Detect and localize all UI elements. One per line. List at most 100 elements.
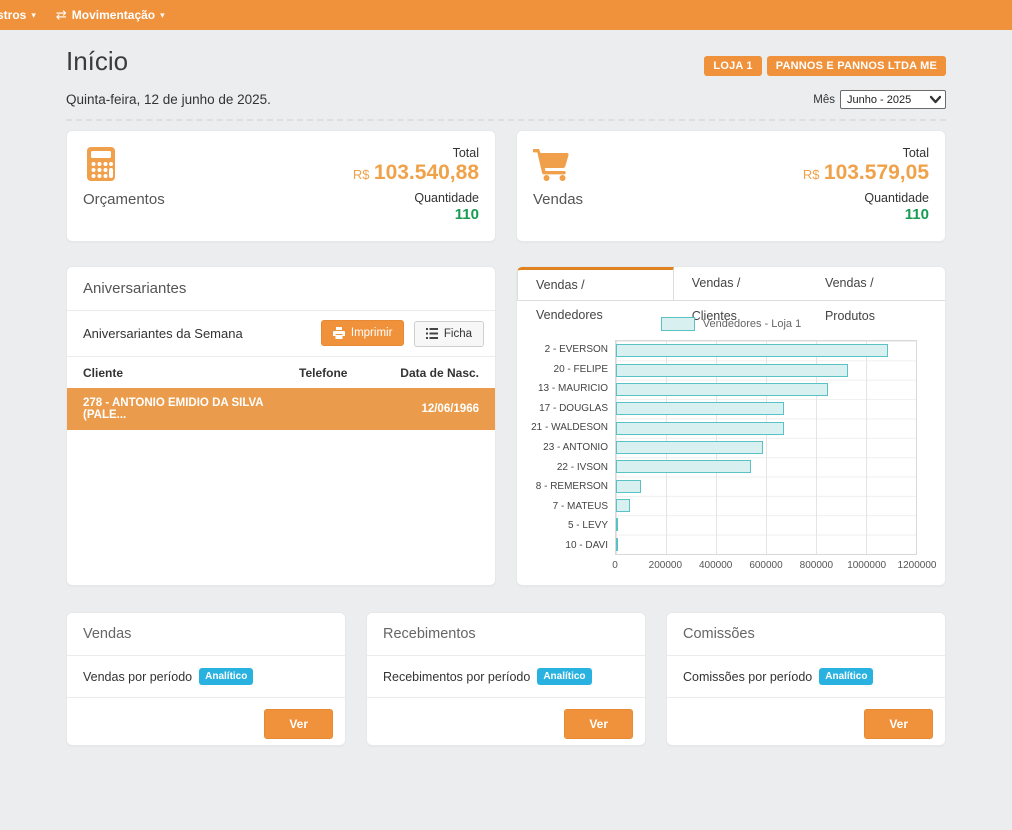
nav-item-movimentacao-label: Movimentação (72, 8, 155, 22)
page-content: Início LOJA 1 PANNOS E PANNOS LTDA ME Qu… (0, 30, 1012, 746)
nav-item-cadastros-label: stros (0, 8, 26, 22)
middle-row: Aniversariantes Aniversariantes da Seman… (66, 266, 946, 586)
chart-x-tick: 600000 (749, 560, 782, 571)
total-label: Total (803, 146, 929, 160)
birthday-cell-col-nasc: 12/06/1966 (387, 403, 479, 415)
tab-vendas-vendedores[interactable]: Vendas / Vendedores (517, 267, 674, 300)
ver-recebimentos-button[interactable]: Ver (564, 709, 633, 739)
month-select-shell: Junho - 2025 (840, 90, 946, 109)
current-date: Quinta-feira, 12 de junho de 2025. (66, 92, 271, 107)
comissoes-mini-body: Comissões por período Analítico (667, 656, 945, 698)
vendas-mini-body: Vendas por período Analítico (67, 656, 345, 698)
nav-item-cadastros[interactable]: stros ▾ (0, 0, 46, 30)
total-value-line: R$ 103.579,05 (803, 161, 929, 185)
chart-bar-row (616, 535, 916, 554)
chart-body: 2 - EVERSON20 - FELIPE13 - MAURICIO17 - … (527, 340, 917, 555)
birthdays-table-header: Cliente Telefone Data de Nasc. (67, 357, 495, 388)
aniversariantes-title: Aniversariantes (67, 267, 495, 311)
chart-axis-row: 020000040000060000080000010000001200000 (527, 560, 917, 574)
vendedores-bar-chart: 2 - EVERSON20 - FELIPE13 - MAURICIO17 - … (527, 340, 917, 574)
chart-bar (616, 364, 848, 377)
recebimentos-mini-body: Recebimentos por período Analítico (367, 656, 645, 698)
ficha-label: Ficha (444, 328, 472, 340)
quantity-label: Quantidade (803, 191, 929, 205)
birthday-row[interactable]: 278 - ANTONIO EMIDIO DA SILVA (PALE... 12… (67, 388, 495, 430)
chevron-down-icon: ▾ (160, 10, 165, 21)
aniversariantes-actions: Imprimir Ficha (321, 320, 484, 347)
month-select[interactable]: Junho - 2025 (840, 90, 946, 109)
vendas-periodo-label: Vendas por período (83, 670, 192, 684)
column-cliente: Cliente (83, 366, 299, 380)
vendas-mini-card: Vendas Vendas por período Analítico Ver (66, 612, 346, 746)
vendas-mini-footer: Ver (67, 698, 345, 746)
page-title: Início (66, 46, 128, 77)
month-label: Mês (813, 94, 835, 106)
printer-icon (333, 327, 345, 339)
ver-vendas-button[interactable]: Ver (264, 709, 333, 739)
chart-bar (616, 460, 751, 473)
summary-row: Orçamentos Total R$ 103.540,88 Quantidad… (66, 130, 946, 242)
chart-bar-row (616, 418, 916, 437)
sales-tabs-panel: Vendas / Vendedores Vendas / Clientes Ve… (516, 266, 946, 586)
birthday-cell-col-cliente: 278 - ANTONIO EMIDIO DA SILVA (PALE... (83, 397, 299, 421)
chart-category-label: 10 - DAVI (527, 535, 615, 555)
tab-vendas-produtos[interactable]: Vendas / Produtos (807, 267, 945, 300)
chart-category-label: 2 - EVERSON (527, 340, 615, 360)
swap-arrows-icon: ⇄ (56, 7, 67, 23)
chart-bar-row (616, 399, 916, 418)
column-telefone: Telefone (299, 366, 387, 380)
chart-bar (616, 538, 618, 551)
chart-axis-spacer (527, 560, 615, 574)
vendas-mini-title: Vendas (67, 613, 345, 656)
aniversariantes-panel: Aniversariantes Aniversariantes da Seman… (66, 266, 496, 586)
total-value-line: R$ 103.540,88 (353, 161, 479, 185)
chart-category-label: 7 - MATEUS (527, 496, 615, 516)
chart-category-label: 17 - DOUGLAS (527, 399, 615, 419)
orcamentos-title: Orçamentos (83, 191, 165, 208)
calculator-icon (83, 146, 119, 182)
comissoes-mini-title: Comissões (667, 613, 945, 656)
chart-bar (616, 402, 784, 415)
store-badge: LOJA 1 (704, 56, 761, 76)
chart-bar (616, 422, 784, 435)
legend-label: Vendedores - Loja 1 (703, 318, 801, 330)
tab-vendas-clientes[interactable]: Vendas / Clientes (674, 267, 807, 300)
month-filter: Mês Junho - 2025 (813, 90, 946, 109)
currency-symbol: R$ (803, 167, 820, 182)
chart-x-tick: 800000 (800, 560, 833, 571)
date-row: Quinta-feira, 12 de junho de 2025. Mês J… (66, 90, 946, 109)
recebimentos-periodo-label: Recebimentos por período (383, 670, 530, 684)
ficha-button[interactable]: Ficha (414, 321, 484, 347)
chart-x-tick: 0 (612, 560, 618, 571)
imprimir-button[interactable]: Imprimir (321, 320, 405, 346)
vendas-card: Vendas Total R$ 103.579,05 Quantidade 11… (516, 130, 946, 242)
chart-x-axis: 020000040000060000080000010000001200000 (615, 560, 917, 574)
analitico-badge: Analítico (537, 668, 591, 685)
chart-bar (616, 441, 763, 454)
ver-comissoes-button[interactable]: Ver (864, 709, 933, 739)
nav-item-movimentacao[interactable]: ⇄ Movimentação ▾ (46, 0, 175, 30)
chart-category-label: 23 - ANTONIO (527, 438, 615, 458)
chart-plot (615, 340, 917, 555)
total-label: Total (353, 146, 479, 160)
comissoes-mini-footer: Ver (667, 698, 945, 746)
chart-bar (616, 499, 630, 512)
company-badge: PANNOS E PANNOS LTDA ME (767, 56, 946, 76)
recebimentos-mini-card: Recebimentos Recebimentos por período An… (366, 612, 646, 746)
chevron-down-icon: ▾ (31, 10, 36, 21)
currency-symbol: R$ (353, 167, 370, 182)
chart-category-label: 13 - MAURICIO (527, 379, 615, 399)
chart-category-label: 8 - REMERSON (527, 477, 615, 497)
recebimentos-mini-footer: Ver (367, 698, 645, 746)
orcamentos-card: Orçamentos Total R$ 103.540,88 Quantidad… (66, 130, 496, 242)
chart-bar-row (616, 477, 916, 496)
dashed-separator (66, 119, 946, 121)
aniversariantes-subrow: Aniversariantes da Semana Imprimir Ficha (67, 311, 495, 357)
quantity-label: Quantidade (353, 191, 479, 205)
chart-bar (616, 518, 618, 531)
chart-bar-row (616, 341, 916, 360)
total-value: 103.540,88 (374, 161, 479, 184)
cart-icon (533, 146, 571, 182)
total-value: 103.579,05 (824, 161, 929, 184)
analitico-badge: Analítico (199, 668, 253, 685)
